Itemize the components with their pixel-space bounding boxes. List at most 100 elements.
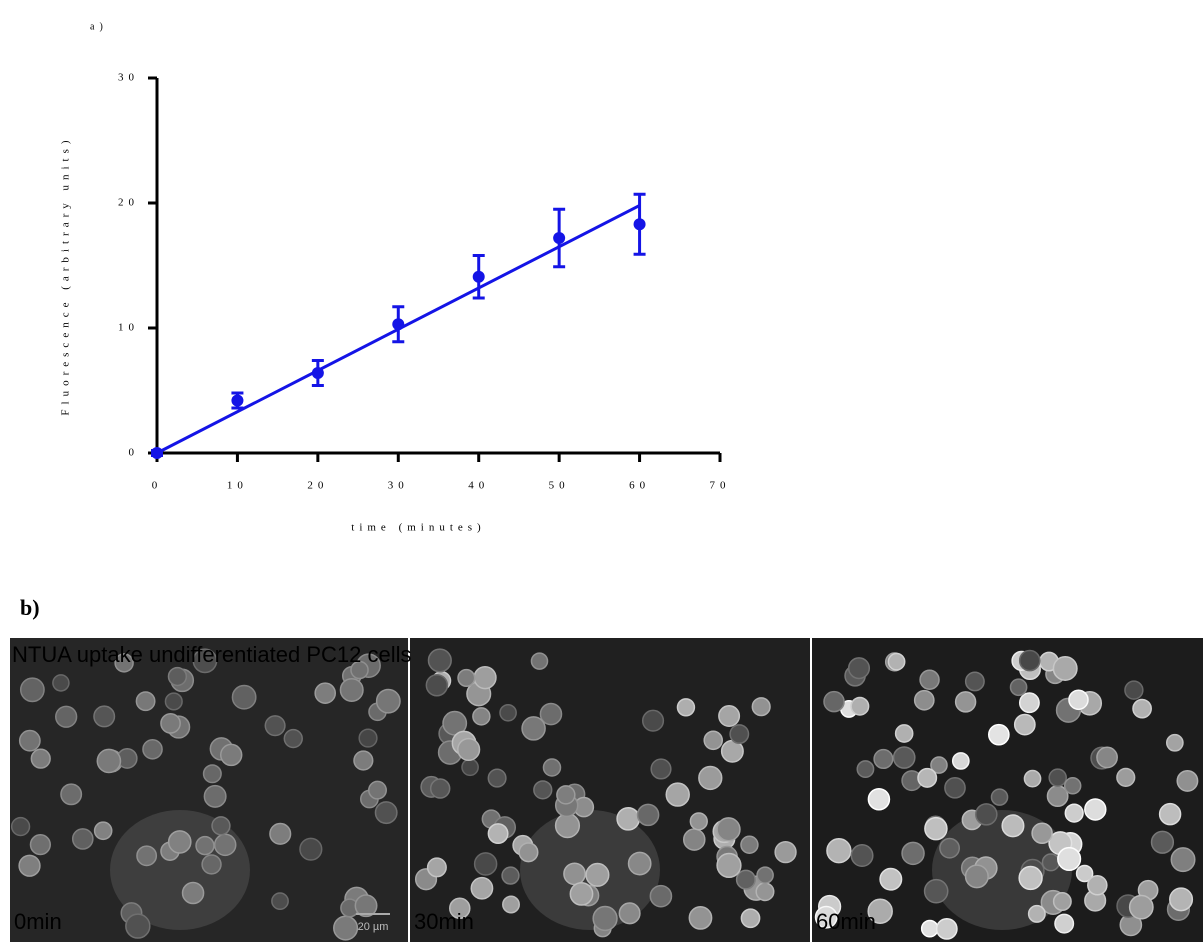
cell <box>1158 802 1182 826</box>
cell <box>1041 853 1060 872</box>
y-tick-label: 20 <box>118 197 139 209</box>
cell <box>935 917 958 940</box>
cell <box>718 705 741 728</box>
cell <box>913 689 935 711</box>
cell <box>1169 887 1194 912</box>
cell <box>703 730 723 751</box>
cell <box>939 837 961 859</box>
cell <box>650 758 672 780</box>
cell <box>1170 847 1196 873</box>
cell <box>195 835 215 856</box>
x-tick-label: 10 <box>227 480 248 492</box>
cell <box>1013 713 1036 736</box>
cell <box>698 765 723 791</box>
cell <box>1096 746 1118 769</box>
image-title: NTUA uptake undifferentiated PC12 cells <box>12 642 412 667</box>
cell <box>585 862 610 887</box>
cell <box>1048 768 1067 787</box>
cell <box>353 750 374 771</box>
cell <box>472 707 491 726</box>
cell <box>563 862 586 886</box>
cell <box>1124 680 1144 700</box>
cell <box>1018 649 1041 672</box>
cell <box>457 668 476 687</box>
cell <box>689 812 708 831</box>
cell <box>19 677 45 703</box>
cell <box>1128 894 1154 920</box>
cell <box>930 756 948 774</box>
cell <box>1116 767 1136 787</box>
cell <box>201 854 222 875</box>
data-point <box>633 218 646 231</box>
cell <box>374 801 398 825</box>
cell <box>1023 769 1042 788</box>
x-tick-label: 40 <box>468 480 489 492</box>
cell <box>1176 769 1199 792</box>
cell <box>987 723 1010 746</box>
cell <box>211 816 231 836</box>
cell <box>203 784 227 808</box>
cell <box>30 748 51 769</box>
cell <box>554 812 581 839</box>
cell <box>29 834 51 856</box>
cell <box>592 905 618 932</box>
data-point <box>392 318 405 331</box>
cell <box>954 691 977 713</box>
y-axis-label: Fluorescence (arbitrary units) <box>60 135 72 415</box>
cell <box>1063 777 1082 795</box>
x-tick-label: 60 <box>629 480 650 492</box>
cell <box>358 728 378 748</box>
cell <box>192 648 218 674</box>
cell <box>473 666 497 690</box>
cell <box>93 705 116 728</box>
cell <box>856 760 875 779</box>
cell <box>425 673 449 697</box>
cell <box>52 674 70 692</box>
data-point <box>553 232 566 244</box>
cell <box>892 746 916 769</box>
cell <box>135 691 156 712</box>
cell <box>1052 892 1072 911</box>
cell <box>518 842 539 863</box>
cell <box>299 837 323 861</box>
cell <box>426 857 447 878</box>
cell <box>269 822 292 845</box>
cell <box>164 692 183 711</box>
cell <box>814 905 838 929</box>
cell <box>919 669 940 690</box>
cell <box>457 737 481 762</box>
cell <box>636 803 660 827</box>
cell <box>569 881 594 906</box>
cell <box>530 652 549 670</box>
cell <box>1001 814 1025 838</box>
cell <box>735 869 756 890</box>
cell <box>1064 803 1084 823</box>
cell <box>774 840 797 864</box>
x-tick-label: 30 <box>388 480 409 492</box>
cell <box>71 828 94 850</box>
cell <box>917 767 938 788</box>
cell <box>1052 655 1078 681</box>
cell <box>850 696 870 716</box>
cell <box>93 821 113 841</box>
cell <box>542 758 562 777</box>
data-point <box>231 394 244 407</box>
cell <box>160 713 181 734</box>
cell <box>1150 830 1175 854</box>
cell <box>470 876 494 900</box>
cell <box>944 776 966 799</box>
cell <box>499 703 517 722</box>
cell <box>1054 913 1075 934</box>
cell <box>231 684 257 710</box>
cell <box>616 806 641 831</box>
cell <box>688 906 713 930</box>
cell <box>964 864 989 889</box>
cell <box>142 738 163 760</box>
cell <box>975 803 998 826</box>
cell <box>1165 733 1184 752</box>
panel-label: b) <box>20 595 40 620</box>
cell <box>136 845 158 867</box>
frame-label: 30min <box>414 909 474 934</box>
cell <box>924 816 948 841</box>
cell <box>219 743 243 767</box>
